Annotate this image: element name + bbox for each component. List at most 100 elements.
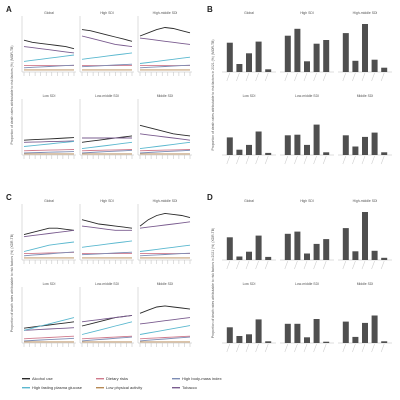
subplot-title: High SDI: [300, 11, 314, 15]
category-tick: [264, 155, 269, 165]
bar: [381, 341, 388, 343]
subplot-title: High-middle SDI: [353, 11, 378, 15]
series-line-bmi: [81, 251, 133, 256]
category-tick: [226, 72, 231, 82]
series-line-bmi: [139, 252, 191, 257]
series-line-bmi: [139, 336, 191, 342]
bar: [362, 24, 368, 72]
category-tick: [226, 343, 231, 353]
bar: [265, 69, 272, 72]
category-tick: [294, 72, 298, 82]
category-tick: [264, 260, 269, 270]
category-tick: [245, 260, 250, 270]
bar: [352, 336, 359, 343]
bar: [226, 137, 233, 155]
y-axis-label-b: Proportion of death rates attributable t…: [211, 40, 215, 151]
category-tick: [361, 260, 366, 270]
series-line-glucose: [23, 241, 75, 252]
bar: [265, 341, 272, 343]
legend-label-tobacco: Tobacco: [182, 385, 198, 390]
series-line-bmi: [81, 63, 133, 68]
bar: [304, 61, 310, 72]
bar: [313, 43, 320, 72]
category-tick: [371, 260, 375, 270]
category-tick: [342, 155, 347, 165]
y-axis-label-c: Proportion of death rates attributable t…: [10, 234, 14, 332]
bar: [236, 149, 243, 155]
category-tick: [313, 155, 317, 165]
category-tick: [255, 260, 259, 270]
series-line-bmi: [139, 149, 191, 154]
series-line-tobacco: [139, 37, 191, 45]
bar: [352, 251, 359, 260]
category-tick: [322, 343, 327, 353]
series-line-glucose: [81, 240, 133, 248]
series-line-diet: [139, 335, 191, 340]
series-line-bmi: [81, 336, 133, 342]
category-tick: [245, 72, 250, 82]
category-tick: [284, 155, 289, 165]
bar: [284, 35, 291, 72]
series-line-bmi: [23, 151, 75, 154]
bar: [236, 64, 243, 72]
category-tick: [361, 72, 366, 82]
series-line-diet: [23, 335, 75, 340]
category-tick: [313, 343, 317, 353]
category-tick: [371, 72, 375, 82]
bar: [381, 152, 388, 155]
bar: [246, 144, 252, 155]
series-line-tobacco: [81, 35, 133, 48]
category-tick: [380, 260, 385, 270]
bar: [255, 41, 262, 72]
bar: [371, 315, 378, 343]
subplot-title: Low SDI: [243, 282, 256, 286]
subplot-title: Middle SDI: [357, 282, 374, 286]
bar: [313, 243, 320, 260]
bar: [246, 334, 252, 343]
category-tick: [352, 72, 356, 82]
category-tick: [264, 343, 269, 353]
series-line-tobacco: [139, 133, 191, 141]
series-line-tobacco: [81, 225, 132, 231]
series-line-tobacco: [23, 229, 75, 238]
bar: [246, 251, 252, 260]
category-tick: [236, 343, 240, 353]
bar: [294, 231, 301, 260]
legend-label-glucose: High fasting plasma glucose: [32, 385, 83, 390]
category-tick: [322, 260, 327, 270]
category-tick: [294, 343, 298, 353]
series-line-glucose: [139, 141, 191, 150]
bar: [371, 59, 378, 72]
bar: [323, 341, 330, 343]
series-line-tobacco: [23, 140, 75, 143]
bar: [255, 319, 262, 343]
bar: [294, 323, 301, 343]
category-tick: [264, 72, 269, 82]
bar: [323, 40, 330, 72]
subplot-title: High SDI: [100, 11, 114, 15]
category-tick: [294, 155, 298, 165]
subplot-title: Middle SDI: [157, 94, 174, 98]
bar: [294, 28, 301, 72]
series-line-bmi: [139, 64, 191, 69]
panel-letter-b: B: [207, 5, 213, 14]
subplot-title: Middle SDI: [357, 94, 374, 98]
category-tick: [352, 343, 356, 353]
category-tick: [245, 155, 250, 165]
subplot-title: Global: [244, 199, 254, 203]
category-tick: [342, 72, 347, 82]
category-tick: [303, 155, 308, 165]
y-axis-label-a: Proportion of death rates attributable t…: [10, 46, 14, 145]
category-tick: [342, 260, 347, 270]
category-tick: [226, 155, 231, 165]
category-tick: [303, 260, 308, 270]
subplot-title: High SDI: [300, 199, 314, 203]
category-tick: [303, 72, 308, 82]
category-tick: [352, 260, 356, 270]
bar: [255, 235, 262, 260]
series-line-diet: [81, 149, 133, 152]
bar: [342, 321, 349, 343]
category-tick: [284, 72, 289, 82]
category-tick: [361, 343, 366, 353]
